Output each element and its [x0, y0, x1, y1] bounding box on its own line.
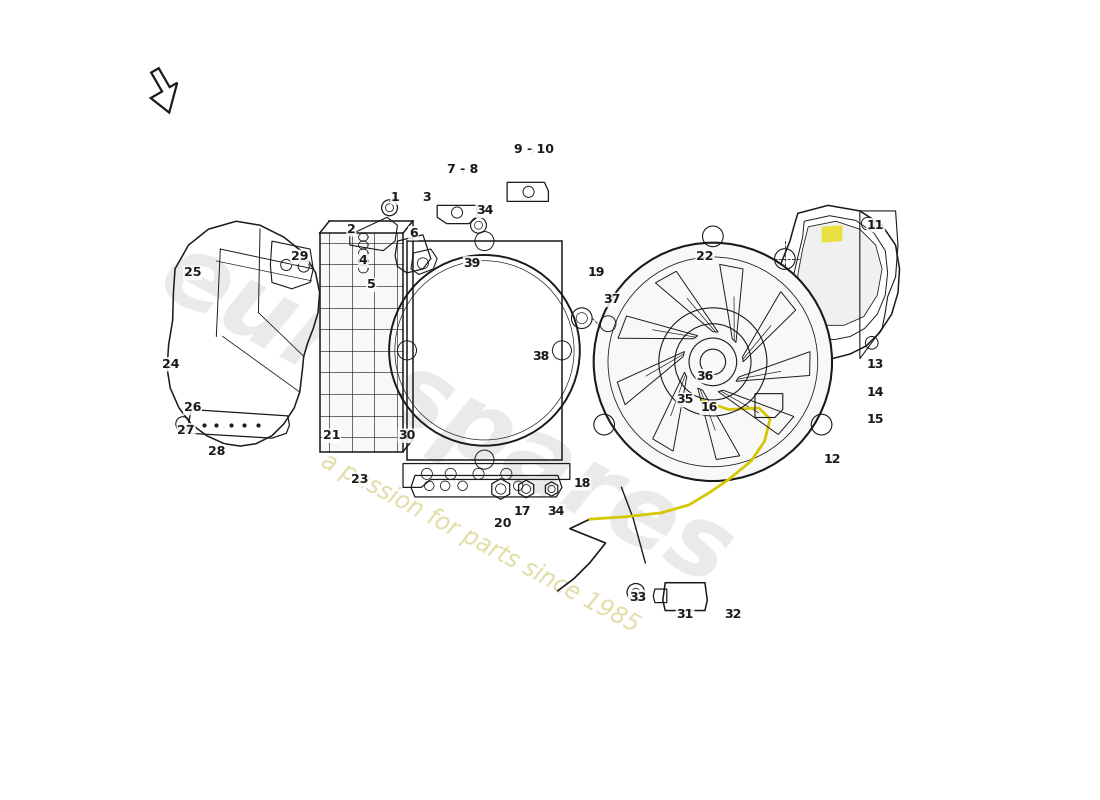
Polygon shape	[798, 222, 882, 326]
Text: 11: 11	[867, 218, 884, 232]
Text: 31: 31	[676, 608, 694, 621]
Text: 4: 4	[359, 254, 367, 267]
Text: 3: 3	[422, 191, 431, 204]
Circle shape	[594, 242, 832, 481]
Text: 14: 14	[867, 386, 884, 398]
Text: 21: 21	[322, 430, 340, 442]
Text: 34: 34	[548, 505, 565, 518]
Text: 15: 15	[867, 414, 884, 426]
Text: 34: 34	[476, 205, 494, 218]
Text: 16: 16	[701, 402, 717, 414]
Text: 33: 33	[629, 590, 646, 603]
Text: 2: 2	[346, 222, 355, 236]
Text: 25: 25	[184, 266, 201, 279]
Text: 28: 28	[208, 445, 226, 458]
Text: a passion for parts since 1985: a passion for parts since 1985	[317, 449, 644, 638]
Text: 24: 24	[162, 358, 179, 370]
Text: 27: 27	[177, 424, 195, 437]
Text: 12: 12	[823, 453, 840, 466]
Text: 38: 38	[531, 350, 549, 363]
Text: 30: 30	[398, 430, 416, 442]
Text: 9 - 10: 9 - 10	[514, 143, 554, 156]
Text: 7 - 8: 7 - 8	[447, 163, 478, 176]
Text: 39: 39	[463, 257, 481, 270]
Text: 20: 20	[494, 517, 512, 530]
Text: 5: 5	[367, 278, 375, 291]
Text: 35: 35	[676, 394, 694, 406]
Text: 6: 6	[409, 226, 418, 240]
Text: 18: 18	[573, 477, 591, 490]
Text: 19: 19	[587, 266, 605, 279]
Text: 17: 17	[514, 505, 531, 518]
Text: 29: 29	[292, 250, 308, 263]
Text: 36: 36	[696, 370, 714, 382]
Text: 13: 13	[867, 358, 884, 370]
Text: 1: 1	[390, 191, 399, 204]
Text: 37: 37	[603, 294, 620, 306]
Polygon shape	[822, 226, 843, 242]
Text: 22: 22	[696, 250, 714, 263]
Polygon shape	[320, 233, 403, 452]
Text: 23: 23	[351, 473, 369, 486]
Text: 32: 32	[724, 608, 741, 621]
Text: 26: 26	[184, 402, 201, 414]
Text: eurospares: eurospares	[143, 225, 747, 607]
